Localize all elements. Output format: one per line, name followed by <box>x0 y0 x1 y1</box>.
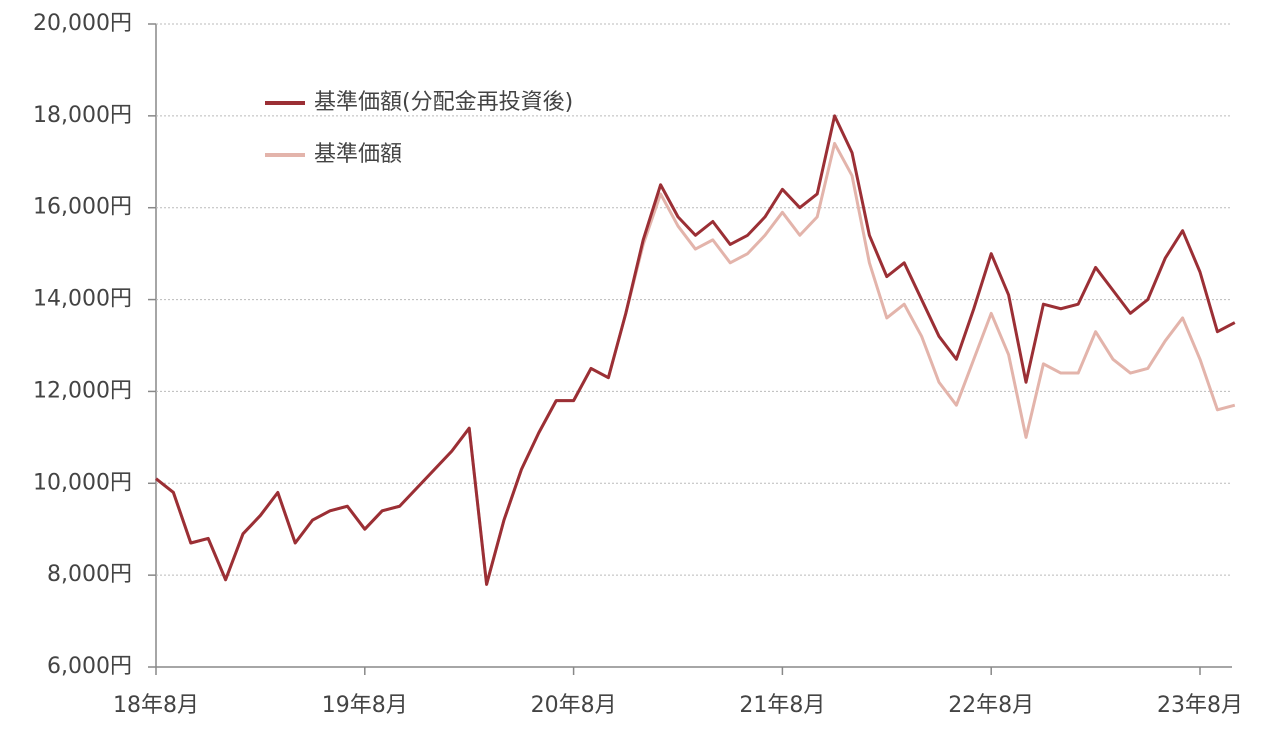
x-tick-label: 22年8月 <box>948 693 1034 718</box>
y-tick-label: 8,000円 <box>47 562 132 587</box>
y-tick-label: 16,000円 <box>33 195 132 220</box>
x-tick-label: 21年8月 <box>739 693 825 718</box>
x-tick-label: 19年8月 <box>322 693 408 718</box>
x-tick-label: 23年8月 <box>1157 693 1243 718</box>
legend-label: 基準価額 <box>314 142 402 167</box>
legend-label: 基準価額(分配金再投資後) <box>314 90 573 115</box>
series-line <box>155 114 1236 586</box>
x-tick-label: 20年8月 <box>531 693 617 718</box>
y-tick-label: 14,000円 <box>33 287 132 312</box>
y-tick-label: 6,000円 <box>47 654 132 679</box>
y-tick-label: 18,000円 <box>33 103 132 128</box>
y-tick-label: 20,000円 <box>33 11 132 36</box>
x-tick-label: 18年8月 <box>113 693 199 718</box>
y-tick-label: 12,000円 <box>33 378 132 403</box>
y-tick-label: 10,000円 <box>33 470 132 495</box>
